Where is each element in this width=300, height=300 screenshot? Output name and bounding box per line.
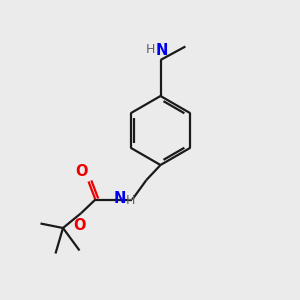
Text: N: N — [155, 44, 168, 59]
Text: H: H — [146, 44, 156, 56]
Text: O: O — [74, 218, 86, 233]
Text: O: O — [76, 164, 88, 179]
Text: N: N — [113, 191, 126, 206]
Text: H: H — [125, 194, 135, 208]
